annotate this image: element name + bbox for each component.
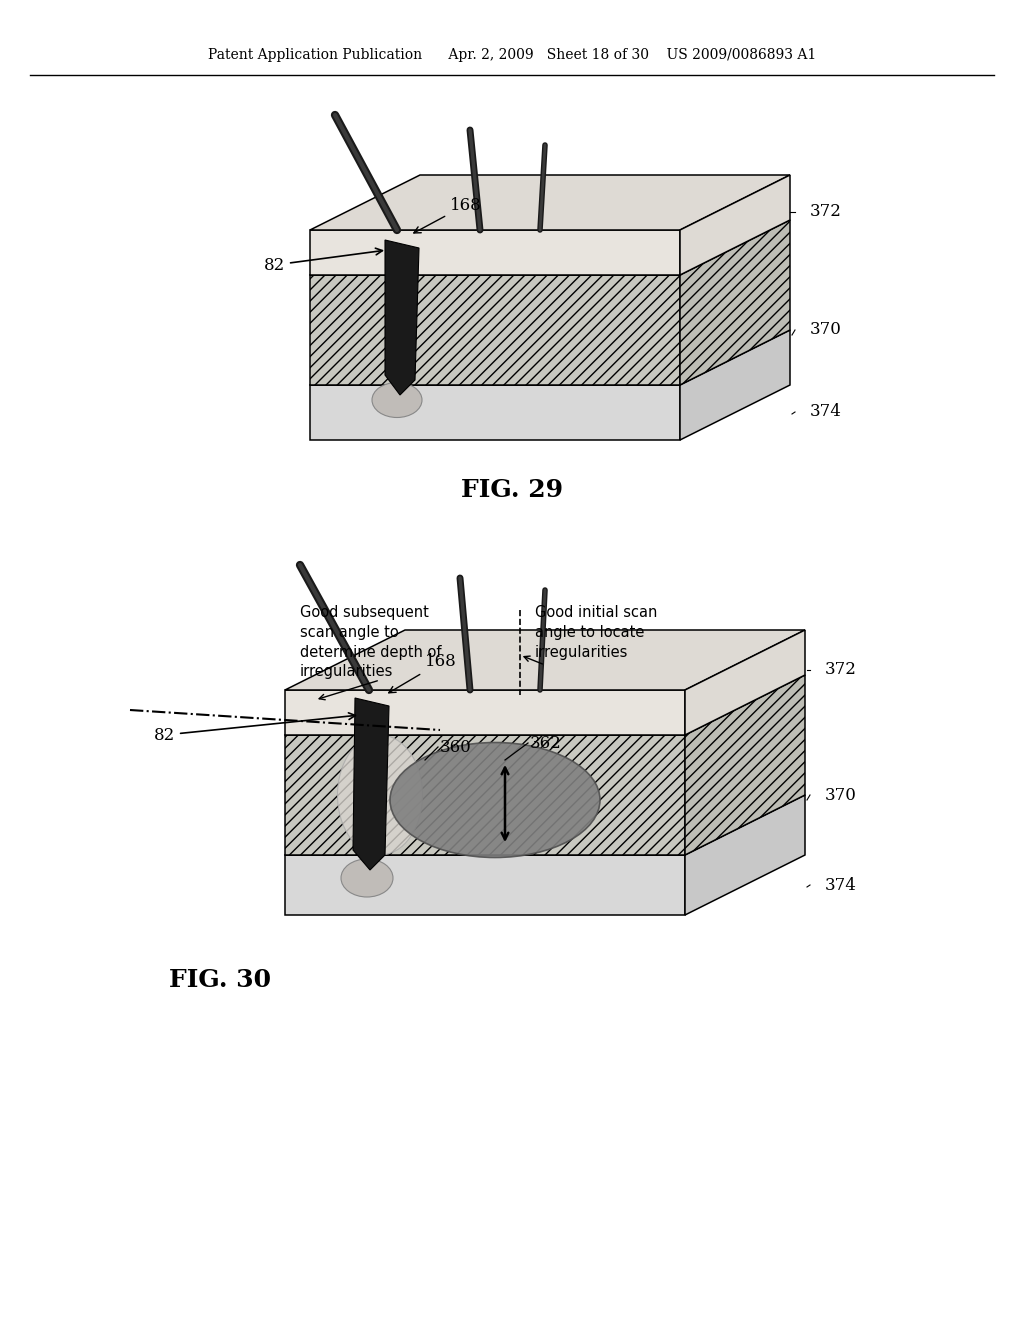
Text: 372: 372 bbox=[825, 661, 857, 678]
Polygon shape bbox=[685, 675, 805, 855]
Polygon shape bbox=[680, 176, 790, 275]
Polygon shape bbox=[680, 220, 790, 385]
Text: 168: 168 bbox=[389, 653, 457, 693]
Text: FIG. 30: FIG. 30 bbox=[169, 968, 271, 993]
Polygon shape bbox=[310, 230, 680, 275]
Polygon shape bbox=[310, 275, 680, 385]
Polygon shape bbox=[685, 795, 805, 915]
Polygon shape bbox=[310, 330, 790, 385]
Text: 370: 370 bbox=[825, 787, 857, 804]
Ellipse shape bbox=[341, 859, 393, 898]
Polygon shape bbox=[310, 220, 790, 275]
Polygon shape bbox=[310, 176, 790, 230]
Text: FIG. 29: FIG. 29 bbox=[461, 478, 563, 502]
Polygon shape bbox=[353, 698, 389, 870]
Text: 374: 374 bbox=[810, 404, 842, 421]
Ellipse shape bbox=[338, 735, 423, 855]
Ellipse shape bbox=[372, 383, 422, 417]
Polygon shape bbox=[285, 630, 805, 690]
Ellipse shape bbox=[390, 742, 600, 858]
Text: 82: 82 bbox=[154, 713, 355, 743]
Text: 372: 372 bbox=[810, 203, 842, 220]
Text: 362: 362 bbox=[530, 734, 562, 751]
Polygon shape bbox=[285, 675, 805, 735]
Text: Good initial scan
angle to locate
irregularities: Good initial scan angle to locate irregu… bbox=[535, 605, 657, 660]
Polygon shape bbox=[285, 690, 685, 735]
Polygon shape bbox=[285, 735, 685, 855]
Polygon shape bbox=[685, 630, 805, 735]
Text: 168: 168 bbox=[414, 197, 481, 232]
Text: 374: 374 bbox=[825, 876, 857, 894]
Polygon shape bbox=[680, 330, 790, 440]
Text: 82: 82 bbox=[264, 248, 382, 273]
Polygon shape bbox=[285, 855, 685, 915]
Polygon shape bbox=[310, 385, 680, 440]
Text: Good subsequent
scan angle to
determine depth of
irregularities: Good subsequent scan angle to determine … bbox=[300, 605, 441, 680]
Text: 370: 370 bbox=[810, 322, 842, 338]
Polygon shape bbox=[385, 240, 419, 395]
Polygon shape bbox=[285, 795, 805, 855]
Text: 360: 360 bbox=[440, 738, 472, 755]
Text: Patent Application Publication      Apr. 2, 2009   Sheet 18 of 30    US 2009/008: Patent Application Publication Apr. 2, 2… bbox=[208, 48, 816, 62]
